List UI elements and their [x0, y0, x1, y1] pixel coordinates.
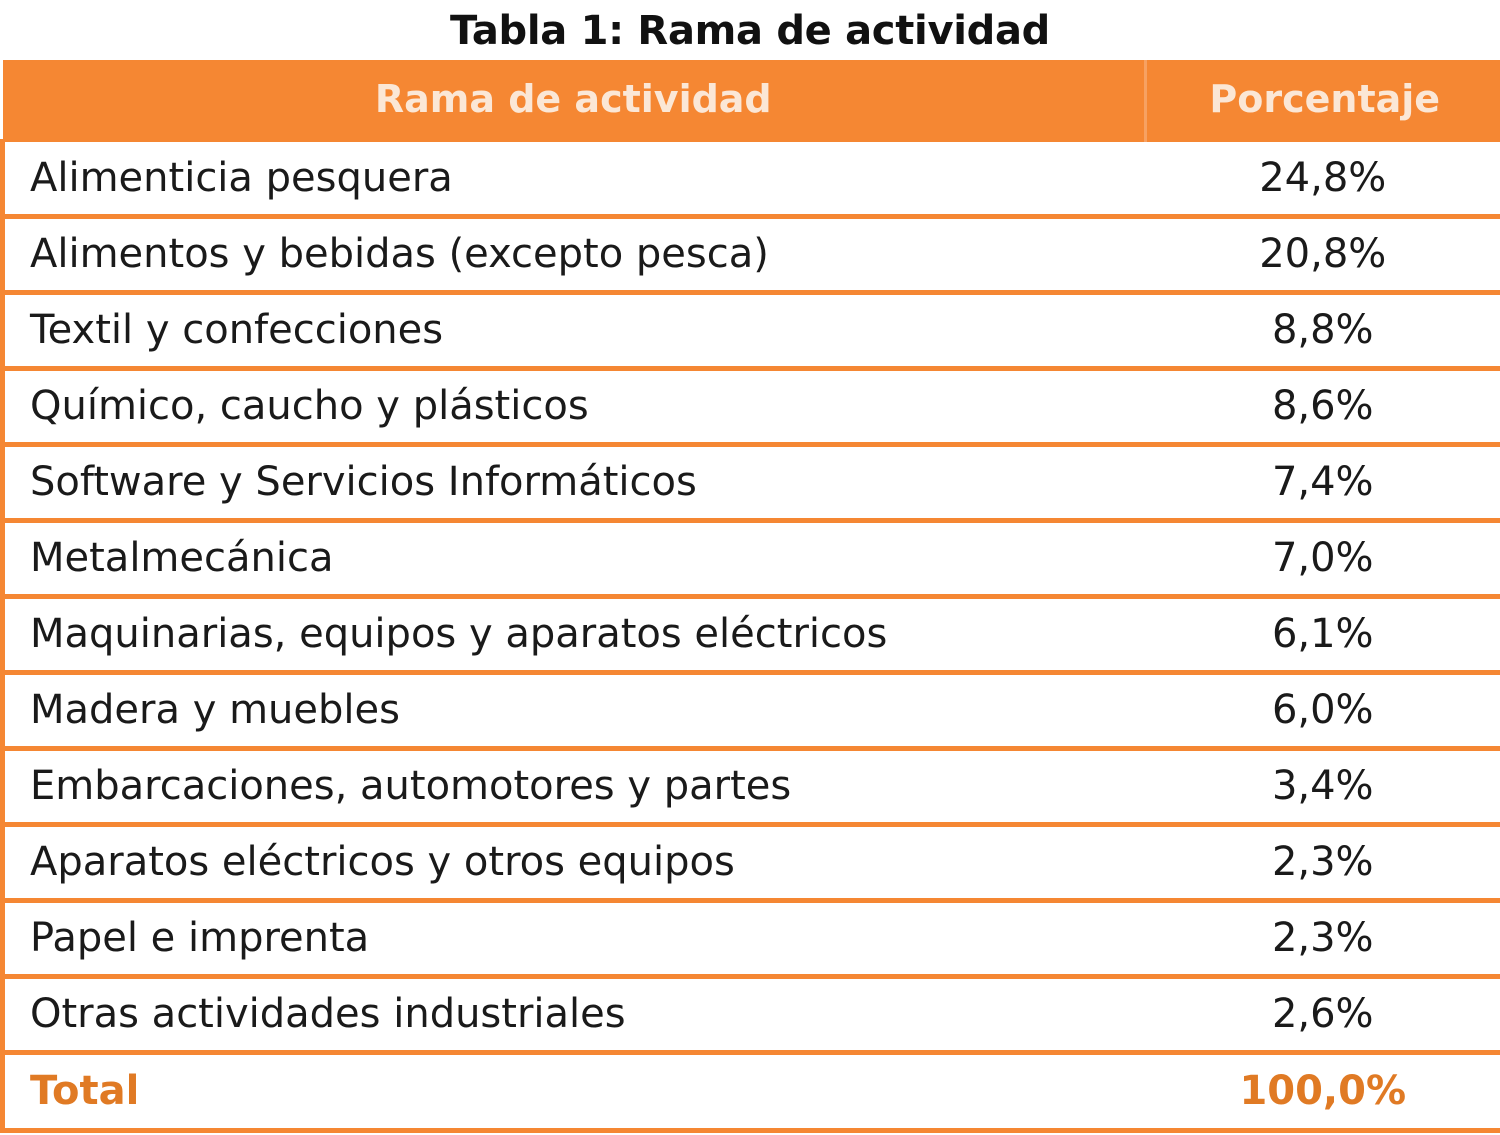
- row-rama: Metalmecánica: [0, 520, 1146, 599]
- table-row: Software y Servicios Informáticos 7,4%: [0, 444, 1500, 523]
- table-row: Alimenticia pesquera 24,8%: [0, 138, 1500, 219]
- row-porcentaje: 3,4%: [1145, 748, 1500, 827]
- row-rama: Otras actividades industriales: [0, 976, 1146, 1055]
- row-porcentaje: 8,8%: [1145, 292, 1500, 371]
- header-row: Rama de actividad Porcentaje: [2, 60, 1500, 140]
- total-label: Total: [0, 1052, 1146, 1133]
- table-row: Metalmecánica 7,0%: [0, 520, 1500, 599]
- row-rama: Papel e imprenta: [0, 900, 1146, 979]
- row-porcentaje: 8,6%: [1145, 368, 1500, 447]
- row-rama: Embarcaciones, automotores y partes: [0, 748, 1146, 827]
- activity-table: Rama de actividad Porcentaje Alimenticia…: [0, 60, 1500, 1133]
- row-rama: Alimentos y bebidas (excepto pesca): [0, 216, 1146, 295]
- table-caption: Tabla 1: Rama de actividad: [450, 8, 1050, 54]
- row-porcentaje: 2,3%: [1145, 824, 1500, 903]
- row-rama: Software y Servicios Informáticos: [0, 444, 1146, 523]
- row-rama: Maquinarias, equipos y aparatos eléctric…: [0, 596, 1146, 675]
- row-rama: Madera y muebles: [0, 672, 1146, 751]
- table-row: Papel e imprenta 2,3%: [0, 900, 1500, 979]
- header-porcentaje: Porcentaje: [1145, 60, 1500, 140]
- total-row: Total 100,0%: [0, 1052, 1500, 1133]
- table-row: Madera y muebles 6,0%: [0, 672, 1500, 751]
- row-porcentaje: 2,3%: [1145, 900, 1500, 979]
- table-row: Textil y confecciones 8,8%: [0, 292, 1500, 371]
- row-porcentaje: 7,4%: [1145, 444, 1500, 523]
- row-porcentaje: 7,0%: [1145, 520, 1500, 599]
- table-row: Alimentos y bebidas (excepto pesca) 20,8…: [0, 216, 1500, 295]
- table-row: Otras actividades industriales 2,6%: [0, 976, 1500, 1055]
- row-rama: Aparatos eléctricos y otros equipos: [0, 824, 1146, 903]
- table-row: Aparatos eléctricos y otros equipos 2,3%: [0, 824, 1500, 903]
- row-porcentaje: 24,8%: [1145, 138, 1500, 219]
- row-porcentaje: 6,0%: [1145, 672, 1500, 751]
- table-row: Químico, caucho y plásticos 8,6%: [0, 368, 1500, 447]
- table-row: Embarcaciones, automotores y partes 3,4%: [0, 748, 1500, 827]
- total-value: 100,0%: [1145, 1052, 1500, 1133]
- header-rama: Rama de actividad: [2, 60, 1147, 140]
- table-row: Maquinarias, equipos y aparatos eléctric…: [0, 596, 1500, 675]
- row-porcentaje: 2,6%: [1145, 976, 1500, 1055]
- row-rama: Químico, caucho y plásticos: [0, 368, 1146, 447]
- row-rama: Alimenticia pesquera: [0, 138, 1146, 219]
- row-porcentaje: 6,1%: [1145, 596, 1500, 675]
- row-rama: Textil y confecciones: [0, 292, 1146, 371]
- row-porcentaje: 20,8%: [1145, 216, 1500, 295]
